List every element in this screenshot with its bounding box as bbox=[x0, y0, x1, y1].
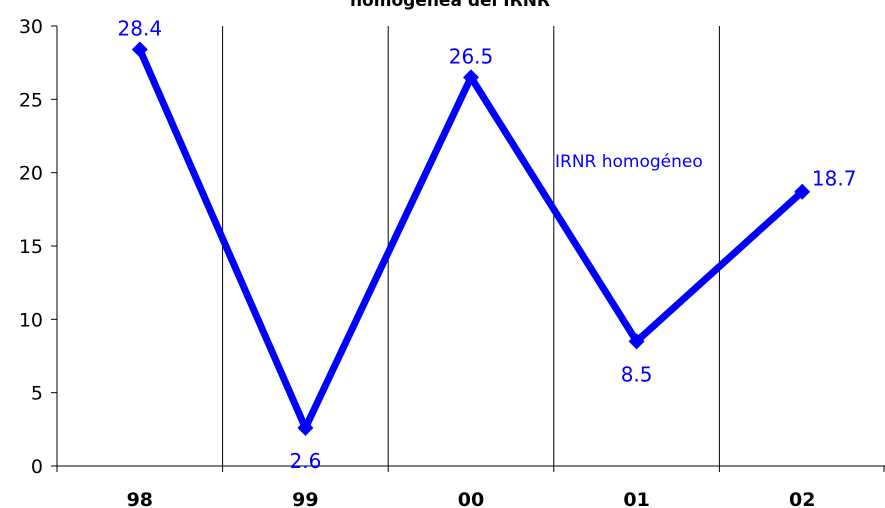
x-tick-label: 02 bbox=[789, 489, 815, 508]
data-label: 2.6 bbox=[289, 449, 321, 473]
series-line bbox=[136, 48, 805, 437]
y-axis-ticks: 0 5 10 15 20 25 30 bbox=[19, 16, 57, 478]
x-tick-label: 01 bbox=[623, 489, 649, 508]
data-label: 28.4 bbox=[118, 16, 163, 40]
data-label: 18.7 bbox=[812, 167, 857, 191]
data-point-marker bbox=[297, 419, 314, 436]
data-point-marker bbox=[131, 41, 148, 58]
y-tick-label: 15 bbox=[19, 236, 43, 258]
data-point-marker bbox=[463, 69, 479, 86]
y-tick-label: 0 bbox=[31, 456, 43, 478]
x-tick-label: 99 bbox=[292, 489, 318, 508]
data-labels: 28.4 2.6 26.5 8.5 18.7 bbox=[118, 16, 857, 472]
chart-title: homogénea del IRNR bbox=[350, 0, 550, 11]
x-axis-ticks: 98 99 00 01 02 bbox=[127, 489, 816, 508]
x-tick-label: 98 bbox=[127, 489, 153, 508]
y-tick-label: 5 bbox=[31, 383, 43, 405]
y-tick-label: 30 bbox=[19, 16, 43, 38]
series-label: IRNR homogéneo bbox=[555, 152, 703, 172]
data-point-marker bbox=[628, 333, 645, 350]
data-label: 8.5 bbox=[621, 362, 653, 386]
data-point-marker bbox=[794, 183, 811, 200]
y-tick-label: 10 bbox=[19, 309, 43, 331]
y-tick-label: 25 bbox=[19, 89, 43, 111]
grid-lines bbox=[222, 26, 720, 466]
data-label: 26.5 bbox=[449, 44, 494, 68]
y-tick-label: 20 bbox=[19, 163, 43, 185]
axes bbox=[56, 26, 885, 472]
x-tick-label: 00 bbox=[458, 489, 484, 508]
series-irnr-homogeneo bbox=[131, 41, 811, 437]
